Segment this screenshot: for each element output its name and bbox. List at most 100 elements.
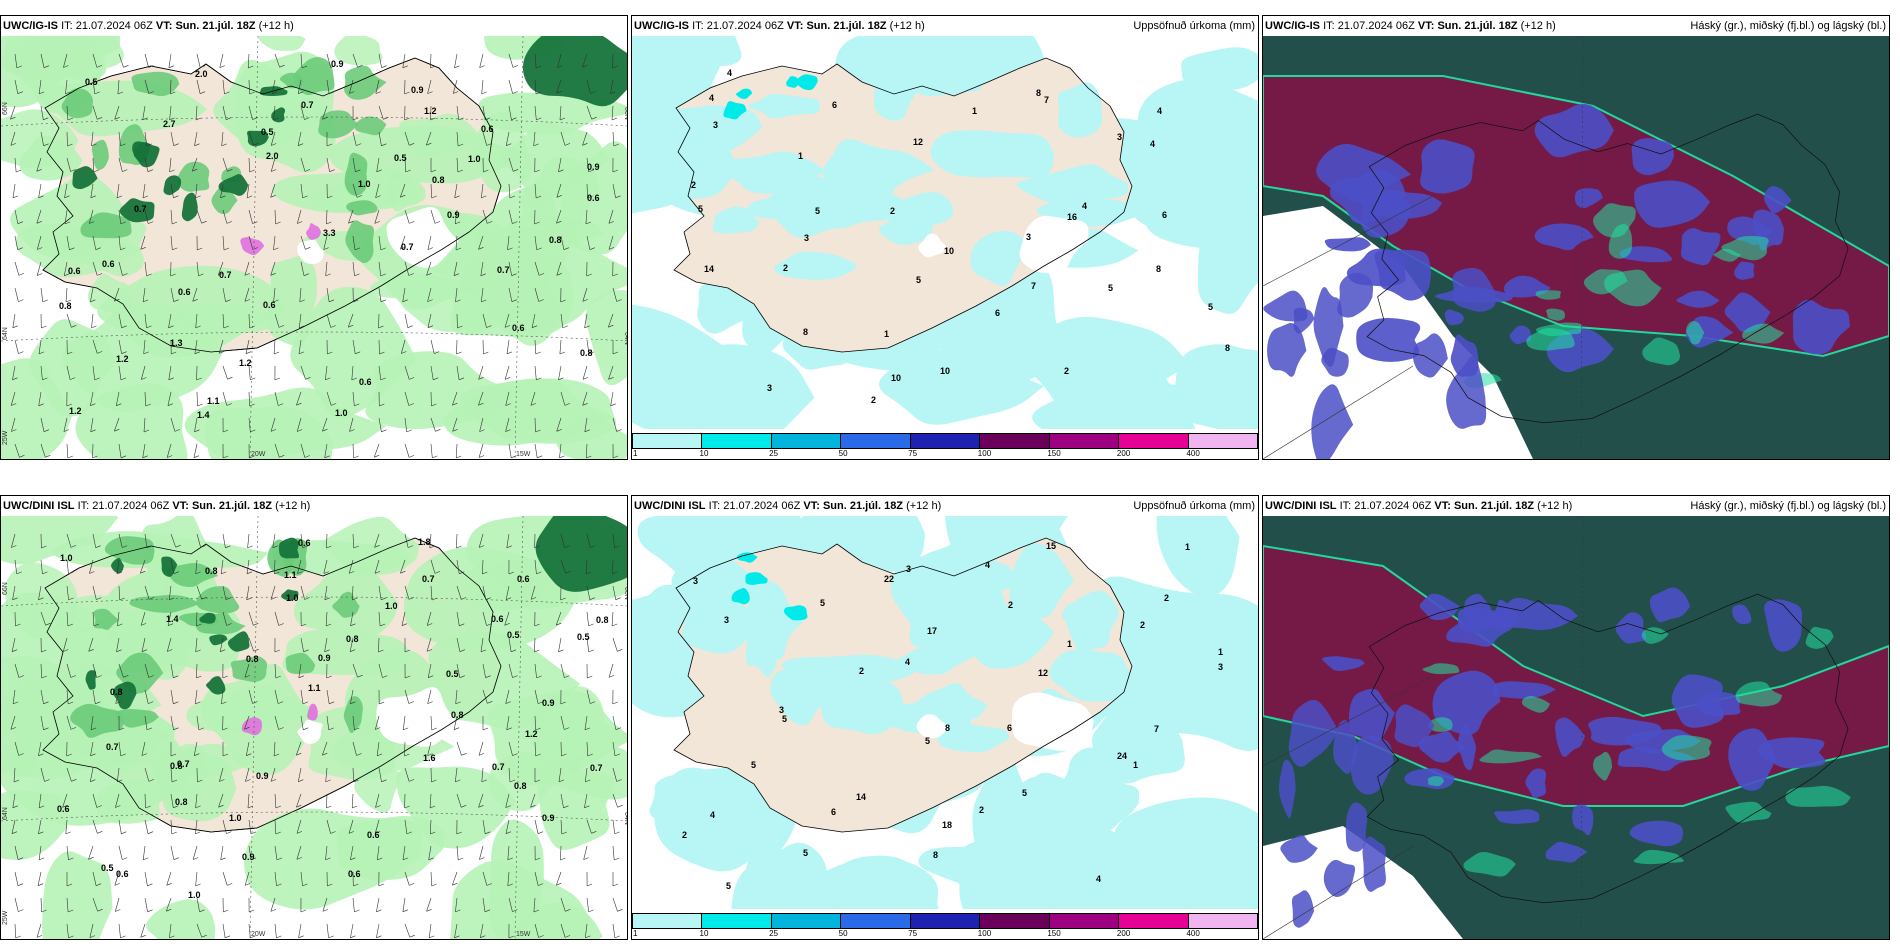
wind-barb [608, 663, 614, 678]
wind-barb-flag [429, 545, 435, 549]
wind-barb [66, 715, 72, 730]
accum-value-label: 5 [1108, 283, 1113, 293]
accum-value-label: 7 [1044, 95, 1049, 105]
field-blob [1534, 103, 1614, 158]
wind-barb [352, 261, 355, 276]
field-blob [781, 654, 920, 687]
wind-barb-flag [304, 597, 310, 600]
wind-barb [170, 819, 173, 835]
wind-barb [63, 637, 68, 652]
wind-barb [92, 339, 98, 354]
wind-barb-flag [120, 753, 126, 757]
wind-barb-flag [275, 805, 282, 809]
wind-barb [375, 79, 380, 94]
wind-barb [144, 131, 148, 146]
wind-barb-flag [41, 675, 47, 679]
wind-barb-flag [511, 455, 517, 459]
wind-barb [274, 611, 279, 626]
colorbar-cell [841, 434, 911, 448]
colorbar-cell [633, 434, 703, 448]
wind-barb [349, 417, 354, 432]
wind-barb-flag [195, 883, 201, 887]
wind-barb [429, 533, 432, 549]
field-blob [488, 262, 561, 346]
field-blob [1713, 248, 1742, 262]
field-blob [1680, 228, 1721, 266]
longitude-line [514, 515, 524, 939]
wind-barb [430, 585, 433, 601]
wind-barb-flag [404, 649, 411, 653]
wind-barb [218, 339, 224, 354]
wind-barb-flag [350, 701, 356, 705]
wind-barb-flag [376, 169, 382, 173]
wind-barb [612, 559, 614, 575]
wind-barb [612, 53, 614, 69]
field-blob [209, 634, 228, 646]
wind-barb-flag [146, 727, 153, 731]
wind-barb [90, 417, 94, 432]
wind-barb [196, 611, 198, 627]
wind-barb [378, 611, 381, 627]
wind-barb-flag [557, 65, 563, 68]
wind-barb-flag [302, 545, 308, 549]
wind-barb [92, 611, 95, 627]
wind-barb [400, 183, 406, 198]
wind-barb [375, 183, 380, 198]
wind-barb [612, 417, 617, 432]
wind-barb-flag [38, 91, 45, 95]
wind-barb-flag [37, 247, 43, 250]
wind-barb [300, 689, 304, 704]
wind-barb [326, 689, 330, 704]
wind-barb [248, 209, 253, 224]
wind-barb [478, 533, 484, 548]
wind-barb-flag [585, 779, 591, 783]
wind-barb [430, 559, 436, 574]
wind-barb [88, 845, 94, 860]
wind-barb [404, 209, 410, 224]
colorbar-tick-label: 400 [1186, 449, 1200, 458]
wind-barb [296, 819, 302, 834]
wind-barb [40, 897, 42, 913]
field-blob [1337, 272, 1374, 318]
precip-value-label: 0.9 [587, 162, 600, 172]
field-blob [177, 161, 210, 192]
field-blob [111, 557, 124, 574]
wind-barb [534, 235, 537, 250]
wind-barb [300, 53, 303, 69]
wind-barb-flag [426, 909, 432, 912]
wind-barb-flag [97, 908, 103, 912]
wind-barb-flag [380, 377, 386, 381]
wind-barb-flag [381, 429, 387, 433]
wind-barb-flag [64, 273, 70, 276]
panel-header: UWC/IG-IS IT: 21.07.2024 06Z VT: Sun. 21… [1, 16, 627, 36]
field-blob [386, 206, 459, 268]
colorbar-ticks: 1 10 25 50 75 100 150 200 400 [632, 449, 1258, 459]
precip-value-label: 1.0 [358, 179, 371, 189]
wind-barb [534, 79, 537, 95]
axis-label: 64N [2, 807, 9, 820]
wind-barb [92, 443, 94, 459]
wind-barb-flag [530, 597, 537, 600]
wind-barb-flag [90, 403, 96, 406]
wind-barb [505, 131, 510, 146]
wind-barb-flag [614, 935, 621, 939]
wind-barb [326, 793, 328, 809]
wind-barb-flag [403, 727, 409, 731]
wind-barb-flag [38, 351, 45, 355]
wind-barb [582, 53, 588, 68]
wind-barb [92, 533, 96, 548]
wind-barb-flag [167, 649, 173, 652]
wind-barb-flag [382, 675, 388, 678]
panel-title: Háský (gr.), miðský (fj.bl.) og lágský (… [1690, 500, 1886, 512]
wind-barb-flag [66, 883, 73, 887]
field-blob [178, 303, 282, 335]
field-blob [306, 223, 322, 240]
wind-barb-flag [535, 65, 542, 69]
wind-barb-flag [17, 857, 24, 860]
axis-label: 64N [623, 812, 627, 825]
field-blob [1057, 82, 1102, 138]
wind-barb [456, 585, 462, 600]
wind-barb-flag [70, 169, 76, 172]
wind-barb-flag [512, 675, 518, 678]
wind-barb [218, 793, 224, 808]
